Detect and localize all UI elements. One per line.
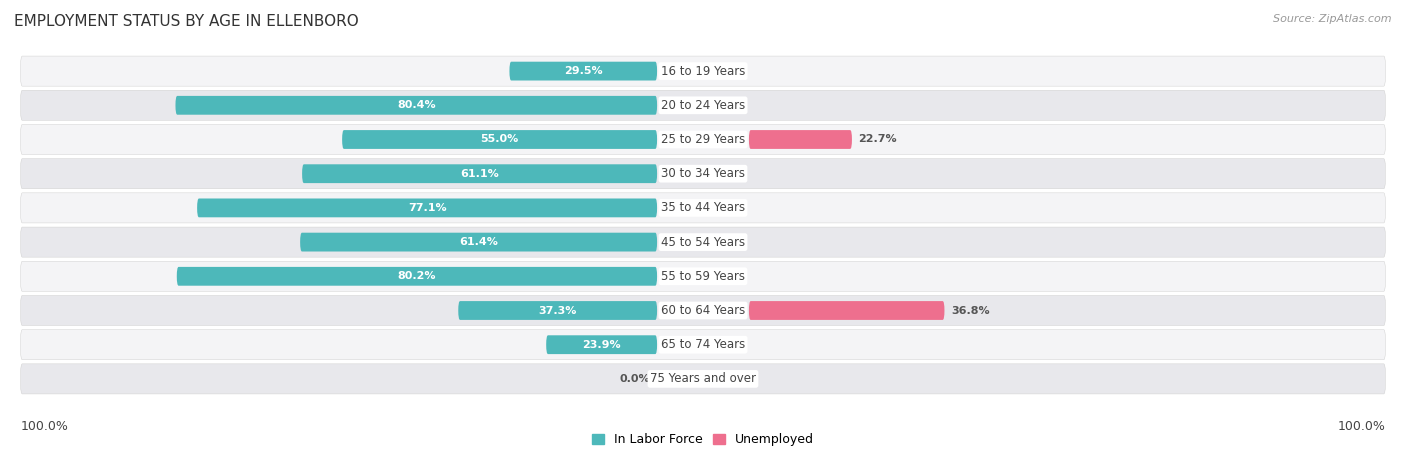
FancyBboxPatch shape [21, 56, 1385, 86]
FancyBboxPatch shape [21, 296, 1385, 325]
Text: 80.2%: 80.2% [398, 271, 436, 281]
Text: 65 to 74 Years: 65 to 74 Years [661, 338, 745, 351]
Text: Source: ZipAtlas.com: Source: ZipAtlas.com [1274, 14, 1392, 23]
Text: 75 Years and over: 75 Years and over [650, 373, 756, 385]
Text: 0.0%: 0.0% [710, 203, 740, 213]
FancyBboxPatch shape [21, 364, 1385, 394]
FancyBboxPatch shape [546, 335, 657, 354]
Text: 23.9%: 23.9% [582, 340, 621, 350]
Text: 100.0%: 100.0% [21, 420, 69, 433]
Text: 16 to 19 Years: 16 to 19 Years [661, 65, 745, 77]
FancyBboxPatch shape [21, 261, 1385, 291]
Legend: In Labor Force, Unemployed: In Labor Force, Unemployed [586, 428, 820, 450]
FancyBboxPatch shape [21, 125, 1385, 154]
Text: 30 to 34 Years: 30 to 34 Years [661, 167, 745, 180]
Text: 20 to 24 Years: 20 to 24 Years [661, 99, 745, 112]
FancyBboxPatch shape [21, 90, 1385, 120]
Text: 0.0%: 0.0% [710, 237, 740, 247]
Text: 29.5%: 29.5% [564, 66, 603, 76]
Text: 0.0%: 0.0% [710, 340, 740, 350]
FancyBboxPatch shape [299, 233, 657, 252]
Text: 55.0%: 55.0% [481, 135, 519, 144]
Text: 35 to 44 Years: 35 to 44 Years [661, 202, 745, 214]
Text: 25 to 29 Years: 25 to 29 Years [661, 133, 745, 146]
Text: 0.0%: 0.0% [710, 169, 740, 179]
FancyBboxPatch shape [21, 193, 1385, 223]
FancyBboxPatch shape [21, 330, 1385, 360]
FancyBboxPatch shape [176, 96, 657, 115]
Text: 0.0%: 0.0% [710, 100, 740, 110]
Text: EMPLOYMENT STATUS BY AGE IN ELLENBORO: EMPLOYMENT STATUS BY AGE IN ELLENBORO [14, 14, 359, 28]
FancyBboxPatch shape [197, 198, 657, 217]
Text: 61.4%: 61.4% [460, 237, 498, 247]
FancyBboxPatch shape [749, 130, 852, 149]
Text: 80.4%: 80.4% [396, 100, 436, 110]
FancyBboxPatch shape [509, 62, 657, 81]
FancyBboxPatch shape [177, 267, 657, 286]
Text: 60 to 64 Years: 60 to 64 Years [661, 304, 745, 317]
Text: 0.0%: 0.0% [710, 271, 740, 281]
Text: 0.0%: 0.0% [710, 374, 740, 384]
Text: 22.7%: 22.7% [859, 135, 897, 144]
FancyBboxPatch shape [458, 301, 657, 320]
FancyBboxPatch shape [302, 164, 657, 183]
FancyBboxPatch shape [21, 227, 1385, 257]
Text: 0.0%: 0.0% [620, 374, 651, 384]
FancyBboxPatch shape [342, 130, 657, 149]
Text: 0.0%: 0.0% [710, 66, 740, 76]
Text: 77.1%: 77.1% [408, 203, 447, 213]
Text: 45 to 54 Years: 45 to 54 Years [661, 236, 745, 248]
Text: 100.0%: 100.0% [1337, 420, 1385, 433]
Text: 36.8%: 36.8% [950, 306, 990, 315]
Text: 37.3%: 37.3% [538, 306, 576, 315]
FancyBboxPatch shape [749, 301, 945, 320]
Text: 61.1%: 61.1% [460, 169, 499, 179]
Text: 55 to 59 Years: 55 to 59 Years [661, 270, 745, 283]
FancyBboxPatch shape [21, 159, 1385, 189]
